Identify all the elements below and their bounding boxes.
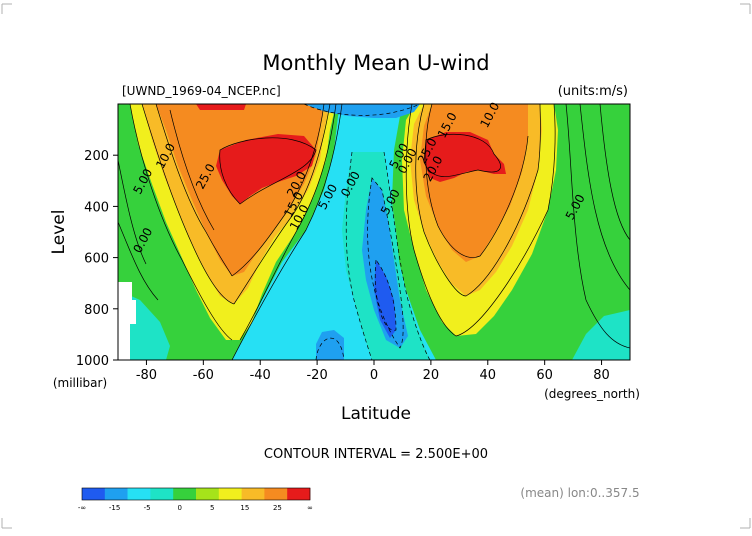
contour-line xyxy=(345,151,373,360)
band-25-plus-top-left xyxy=(196,104,246,110)
contour-line xyxy=(383,151,431,360)
colorbar-swatch xyxy=(264,488,288,500)
colorbar-label: 15 xyxy=(240,504,249,512)
contour-line xyxy=(118,159,147,265)
x-axis: -80 -60 -40 -20 0 20 40 60 80 xyxy=(136,360,610,383)
contour-line xyxy=(141,104,235,305)
colorbar-label: ∞ xyxy=(307,504,313,512)
band-neg-low-left xyxy=(316,330,344,360)
contour-line xyxy=(155,104,233,277)
colorbar-label: 25 xyxy=(273,504,282,512)
colorbar-swatch xyxy=(241,488,265,500)
x-tick-label: 60 xyxy=(536,368,553,383)
y-axis-label: Level xyxy=(49,210,69,255)
colorbar-label: -∞ xyxy=(78,504,86,512)
colorbar-swatch xyxy=(287,488,311,500)
band-25-plus-left xyxy=(216,134,316,204)
band-neg-10-to-neg-5-center xyxy=(362,178,408,348)
x-tick-label: -80 xyxy=(136,368,157,383)
y-tick-label: 600 xyxy=(84,252,109,267)
colorbar-swatch xyxy=(196,488,220,500)
x-tick-label: -60 xyxy=(193,368,214,383)
colorbar-swatch xyxy=(127,488,151,500)
band-neg-15-to-neg-10-center xyxy=(374,260,396,338)
y-unit-label: (millibar) xyxy=(53,376,107,390)
x-axis-label: Latitude xyxy=(341,404,411,424)
colorbar-frame xyxy=(81,487,311,501)
x-tick-label: 40 xyxy=(480,368,497,383)
band-neg-top xyxy=(304,104,420,118)
colorbar-swatch xyxy=(173,488,197,500)
band-25-plus-right xyxy=(424,132,506,182)
y-tick-label: 1000 xyxy=(76,354,109,369)
contour-line xyxy=(239,104,337,341)
contour-line xyxy=(423,133,501,177)
x-tick-label: -20 xyxy=(306,368,327,383)
contour-line xyxy=(129,104,233,341)
band-0-to-5-se xyxy=(572,310,630,360)
contour-line xyxy=(367,177,404,349)
x-tick-label: 20 xyxy=(423,368,440,383)
contour-line xyxy=(599,104,630,241)
contour-line xyxy=(565,104,630,349)
contour-line xyxy=(303,104,421,116)
contour-lines xyxy=(118,104,630,360)
colorbar-swatch xyxy=(104,488,128,500)
negative-contour-lines xyxy=(303,104,431,360)
contour-line xyxy=(374,259,397,331)
colorbar-label: -5 xyxy=(144,504,151,512)
colorbar-swatch xyxy=(82,488,106,500)
colorbar-label: 0 xyxy=(177,504,181,512)
figure-title: Monthly Mean U-wind xyxy=(262,51,489,75)
x-tick-label: 0 xyxy=(370,368,378,383)
x-tick-label: 80 xyxy=(593,368,610,383)
contour-line xyxy=(231,104,343,360)
contour-line xyxy=(579,104,630,291)
colorbar-label: -15 xyxy=(109,504,120,512)
colorbar-swatch xyxy=(218,488,242,500)
file-label: [UWND_1969-04_NCEP.nc] xyxy=(122,84,281,98)
contour-line xyxy=(415,104,541,297)
colorbar-swatch xyxy=(150,488,174,500)
contour-line xyxy=(118,221,159,301)
y-tick-label: 800 xyxy=(84,303,109,318)
crop-marks xyxy=(1,3,751,529)
contour-line xyxy=(169,109,215,231)
missing-data-patch xyxy=(118,282,136,360)
contour-line xyxy=(233,104,331,305)
contour-line xyxy=(219,137,317,205)
units-label: (units:m/s) xyxy=(558,84,628,99)
colorbar-label: 5 xyxy=(210,504,214,512)
mean-note: (mean) lon:0..357.5 xyxy=(520,486,639,500)
contour-interval-text: CONTOUR INTERVAL = 2.500E+00 xyxy=(264,447,488,462)
contour-line xyxy=(425,104,529,258)
colorbar: -∞ -15 -5 0 5 15 25 ∞ xyxy=(78,487,313,512)
y-tick-label: 200 xyxy=(84,149,109,164)
contour-line xyxy=(405,104,556,337)
contour-field xyxy=(118,104,630,360)
contour-line xyxy=(231,104,325,277)
y-axis: 200 400 600 800 1000 xyxy=(76,149,118,369)
x-tick-label: -40 xyxy=(250,368,271,383)
x-unit-label: (degrees_north) xyxy=(544,387,640,401)
y-tick-label: 400 xyxy=(84,200,109,215)
